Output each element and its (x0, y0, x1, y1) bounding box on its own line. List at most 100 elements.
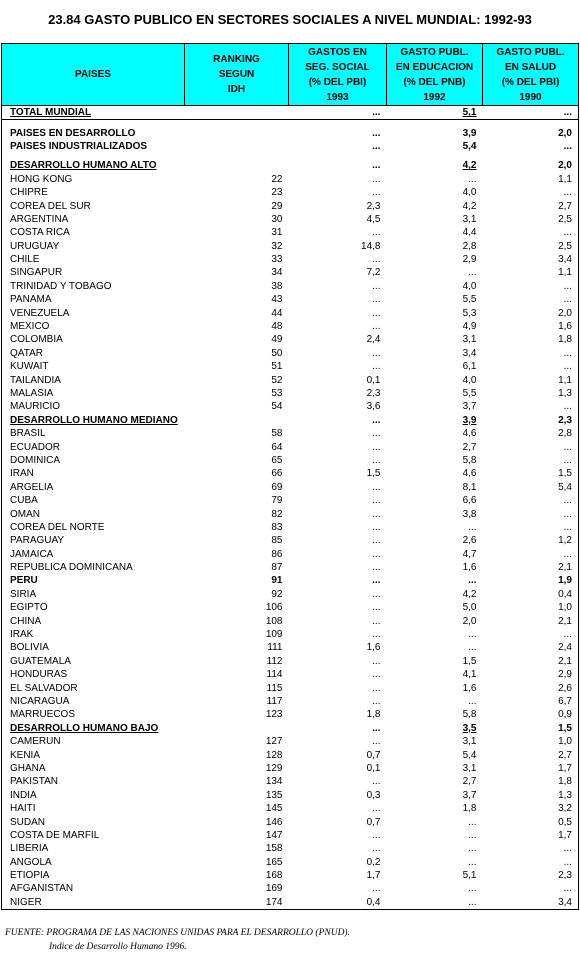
cell-salud: ... (482, 882, 579, 896)
cell-country: JAMAICA (1, 547, 185, 561)
table-row: IRAN 66 1,5 4,6 1,5 (1, 467, 579, 481)
group-row: DESARROLLO HUMANO ALTO... 4,2 2,0 (1, 159, 579, 173)
table-row: NIGER 174 0,4... 3,4 (1, 895, 579, 911)
cell-text: 106 (265, 602, 283, 614)
cell-seg-social: ... (289, 561, 387, 574)
cell-seg-social: 0,4 (288, 895, 387, 911)
table-row: NICARAGUA 117...... 6,7 (1, 694, 579, 709)
cell-text: DOMINICA (10, 454, 60, 466)
cell-text: 0,4 (558, 588, 572, 600)
cell-salud: 1,8 (482, 775, 579, 789)
cell-text: SINGAPUR (10, 267, 63, 279)
cell-text: 4,2 (462, 160, 477, 172)
cell-educacion: ... (387, 628, 483, 641)
cell-text: EGIPTO (10, 602, 48, 614)
table-row: CHILE 33... 2,9 3,4 (1, 252, 579, 267)
cell-text: ... (563, 361, 572, 373)
header-gasto-educacion: GASTO PUBL. EN EDUCACION (% DEL PNB) 1992 (386, 43, 483, 106)
table-row: EGIPTO 106... 5,0 1,0 (1, 601, 579, 615)
table-row: DOMINICA 65... 5,8... (1, 453, 579, 468)
cell-text: BRASIL (10, 428, 46, 440)
cell-country: VENEZUELA (1, 306, 185, 320)
cell-educacion: 5,5 (387, 387, 483, 400)
cell-text: 1,7 (558, 829, 572, 841)
table-row: SINGAPUR 34 7,2... 1,1 (1, 266, 579, 280)
cell-seg-social: ... (288, 104, 387, 121)
cell-educacion: ... (387, 882, 483, 895)
cell-seg-social: 0,7 (289, 748, 387, 761)
cell-text: 2,6 (462, 535, 477, 547)
cell-text: 0,4 (366, 896, 381, 908)
table-row: BRASIL 58... 4,6 2,8 (1, 426, 579, 441)
cell-text: 3,6 (366, 401, 381, 413)
cell-text: 123 (265, 709, 283, 721)
cell-seg-social: 0,1 (289, 762, 387, 775)
cell-text: NICARAGUA (10, 695, 70, 707)
spacer-cell (1, 153, 185, 160)
cell-text: 145 (265, 803, 283, 815)
cell-ranking: 165 (185, 855, 289, 868)
cell-text: 0,1 (366, 762, 381, 774)
cell-educacion: ... (387, 829, 483, 842)
cell-text: 1,1 (558, 374, 572, 386)
cell-ranking: 43 (185, 293, 289, 306)
cell-educacion: 1,6 (387, 561, 483, 574)
cell-country: HONDURAS (1, 668, 185, 682)
cell-text: 22 (271, 173, 283, 185)
cell-educacion: 4,6 (387, 427, 483, 440)
cell-text: JAMAICA (10, 548, 54, 560)
cell-text: TOTAL MUNDIAL (10, 107, 92, 119)
cell-educacion: ... (387, 855, 483, 868)
table-row: ARGENTINA 30 4,5 3,1 2,5 (1, 212, 579, 227)
cell-text: 54 (271, 401, 283, 413)
cell-text: 3,4 (558, 254, 572, 266)
cell-text: 29 (271, 200, 283, 212)
cell-salud: 3,2 (482, 801, 579, 816)
cell-country: IRAK (1, 627, 185, 642)
cell-seg-social: ... (289, 775, 387, 788)
table-row: AFGANISTAN 169......... (1, 882, 579, 896)
cell-ranking: 44 (185, 306, 289, 319)
cell-educacion: 3,7 (387, 789, 483, 802)
cell-ranking: 109 (185, 628, 289, 641)
cell-educacion: 5,1 (387, 869, 483, 882)
cell-text: QATAR (10, 347, 43, 359)
cell-text: COLOMBIA (10, 334, 63, 346)
header-line: EN SALUD (504, 61, 557, 73)
cell-text: 5,8 (462, 454, 477, 466)
cell-country: PAISES INDUSTRIALIZADOS (1, 139, 185, 154)
cell-text: 111 (267, 642, 283, 654)
cell-educacion: 3,9 (387, 126, 483, 139)
cell-ranking (185, 722, 289, 735)
cell-ranking: 174 (184, 895, 289, 911)
cell-educacion: 4,9 (387, 320, 483, 333)
cell-salud: 1,9 (482, 574, 579, 588)
cell-seg-social: ... (289, 521, 387, 534)
spacer-cell (482, 119, 579, 127)
cell-salud: 1,2 (482, 534, 579, 548)
cell-salud: 2,3 (482, 413, 579, 427)
cell-ranking: 87 (185, 561, 289, 574)
cell-text: GUATEMALA (10, 655, 71, 667)
cell-text: 92 (271, 588, 283, 600)
cell-text: 1,1 (558, 173, 572, 185)
cell-seg-social: 2,3 (289, 199, 387, 212)
table-row: SUDAN 146 0,7... 0,5 (1, 815, 579, 829)
cell-seg-social: ... (289, 722, 387, 735)
header-line: (% DEL PBI) (308, 76, 367, 88)
cell-country: BOLIVIA (1, 641, 185, 655)
cell-text: 114 (266, 669, 283, 681)
table-row: COREA DEL SUR 29 2,3 4,2 2,7 (1, 199, 579, 213)
cell-country: MALASIA (1, 386, 185, 401)
cell-salud: ... (482, 453, 579, 468)
cell-text: 5,4 (462, 140, 477, 152)
cell-text: 1,1 (558, 267, 572, 279)
cell-educacion: ... (387, 641, 483, 654)
cell-text: ... (563, 347, 572, 359)
cell-text: ... (563, 107, 572, 119)
cell-seg-social: ... (289, 735, 387, 748)
data-table: PAISES RANKING SEGUN IDH GASTOS EN SEG. SOCIA… (1, 43, 579, 911)
cell-text: ... (372, 495, 381, 507)
cell-text: 134 (265, 776, 283, 788)
cell-educacion: 4,4 (387, 226, 483, 239)
